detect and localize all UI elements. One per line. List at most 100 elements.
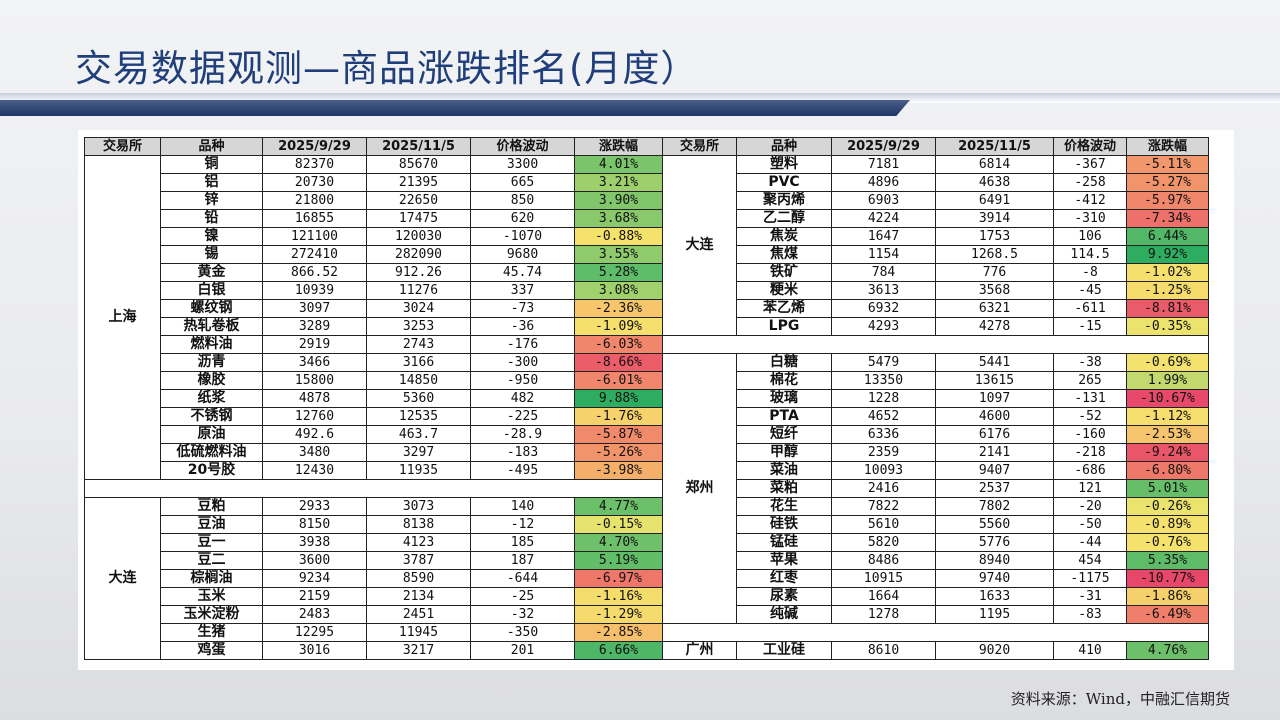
price-change-cell: -310 bbox=[1053, 209, 1127, 228]
price-date2-cell: 3914 bbox=[935, 209, 1054, 228]
price-date1-cell: 15800 bbox=[262, 371, 367, 390]
header-product: 品种 bbox=[736, 137, 832, 156]
price-change-cell: -258 bbox=[1053, 173, 1127, 192]
price-date1-cell: 10939 bbox=[262, 281, 367, 300]
table-row: 热轧卷板 3289 3253 -36 -1.09% bbox=[85, 317, 663, 336]
price-date2-cell: 776 bbox=[935, 263, 1054, 282]
product-cell: 生猪 bbox=[160, 623, 263, 642]
table-row: 硅铁 5610 5560 -50 -0.89% bbox=[663, 515, 1209, 534]
pct-change-cell: -5.97% bbox=[1126, 191, 1209, 210]
price-date2-cell: 22650 bbox=[366, 191, 471, 210]
pct-change-cell: 4.01% bbox=[574, 155, 663, 174]
pct-change-cell: -5.11% bbox=[1126, 155, 1209, 174]
price-change-cell: -73 bbox=[470, 299, 575, 318]
product-cell: 铜 bbox=[160, 155, 263, 174]
product-cell: 螺纹钢 bbox=[160, 299, 263, 318]
table-row: 不锈钢 12760 12535 -225 -1.76% bbox=[85, 407, 663, 426]
pct-change-cell: 4.77% bbox=[574, 497, 663, 516]
price-date2-cell: 5560 bbox=[935, 515, 1054, 534]
price-change-cell: 114.5 bbox=[1053, 245, 1127, 264]
price-date1-cell: 3600 bbox=[262, 551, 367, 570]
price-date1-cell: 866.52 bbox=[262, 263, 367, 282]
table-left: 交易所 品种 2025/9/29 2025/11/5 价格波动 涨跌幅 上海铜 8… bbox=[84, 137, 663, 660]
price-date2-cell: 11276 bbox=[366, 281, 471, 300]
product-cell: 工业硅 bbox=[736, 641, 832, 660]
price-date2-cell: 5360 bbox=[366, 389, 471, 408]
product-cell: 苹果 bbox=[736, 551, 832, 570]
pct-change-cell: -0.26% bbox=[1126, 497, 1209, 516]
product-cell: 红枣 bbox=[736, 569, 832, 588]
price-date1-cell: 4224 bbox=[831, 209, 936, 228]
price-change-cell: 140 bbox=[470, 497, 575, 516]
table-row: PTA 4652 4600 -52 -1.12% bbox=[663, 407, 1209, 426]
price-date2-cell: 463.7 bbox=[366, 425, 471, 444]
price-date2-cell: 2743 bbox=[366, 335, 471, 354]
table-row: 菜油 10093 9407 -686 -6.80% bbox=[663, 461, 1209, 480]
price-change-cell: -12 bbox=[470, 515, 575, 534]
table-row: 原油 492.6 463.7 -28.9 -5.87% bbox=[85, 425, 663, 444]
product-cell: 短纤 bbox=[736, 425, 832, 444]
table-row: 沥青 3466 3166 -300 -8.66% bbox=[85, 353, 663, 372]
price-date2-cell: 912.26 bbox=[366, 263, 471, 282]
table-row: 棕榈油 9234 8590 -644 -6.97% bbox=[85, 569, 663, 588]
table-row: 豆油 8150 8138 -12 -0.15% bbox=[85, 515, 663, 534]
price-date1-cell: 82370 bbox=[262, 155, 367, 174]
pct-change-cell: -1.25% bbox=[1126, 281, 1209, 300]
price-change-cell: 45.74 bbox=[470, 263, 575, 282]
product-cell: LPG bbox=[736, 317, 832, 336]
table-row: 广州 工业硅 8610 9020 410 4.76% bbox=[662, 641, 1209, 660]
product-cell: 粳米 bbox=[736, 281, 832, 300]
price-date1-cell: 2919 bbox=[262, 335, 367, 354]
header-date-2: 2025/11/5 bbox=[935, 137, 1054, 156]
header-band bbox=[0, 100, 910, 116]
price-change-cell: 121 bbox=[1053, 479, 1127, 498]
price-date2-cell: 5776 bbox=[935, 533, 1054, 552]
group-separator bbox=[662, 335, 1209, 354]
pct-change-cell: -1.16% bbox=[574, 587, 663, 606]
table-row: 郑州 白糖 5479 5441 -38 -0.69% bbox=[662, 353, 1209, 624]
price-change-cell: -1175 bbox=[1053, 569, 1127, 588]
product-cell: 豆二 bbox=[160, 551, 263, 570]
price-change-cell: 187 bbox=[470, 551, 575, 570]
table-row: 玉米 2159 2134 -25 -1.16% bbox=[85, 587, 663, 606]
price-change-cell: 454 bbox=[1053, 551, 1127, 570]
price-date1-cell: 12760 bbox=[262, 407, 367, 426]
source-note: 资料来源：Wind，中融汇信期货 bbox=[1010, 690, 1230, 708]
price-change-cell: -218 bbox=[1053, 443, 1127, 462]
header-date-1: 2025/9/29 bbox=[262, 137, 367, 156]
pct-change-cell: 3.55% bbox=[574, 245, 663, 264]
table-row: 豆一 3938 4123 185 4.70% bbox=[85, 533, 663, 552]
price-date2-cell: 13615 bbox=[935, 371, 1054, 390]
price-date2-cell: 6321 bbox=[935, 299, 1054, 318]
pct-change-cell: -1.02% bbox=[1126, 263, 1209, 282]
price-date2-cell: 3166 bbox=[366, 353, 471, 372]
table-row: 上海铜 82370 85670 3300 4.01% bbox=[84, 155, 663, 480]
price-date2-cell: 11945 bbox=[366, 623, 471, 642]
price-date2-cell: 9740 bbox=[935, 569, 1054, 588]
pct-change-cell: -1.12% bbox=[1126, 407, 1209, 426]
price-change-cell: -367 bbox=[1053, 155, 1127, 174]
pct-change-cell: 9.88% bbox=[574, 389, 663, 408]
price-date2-cell: 9020 bbox=[935, 641, 1054, 660]
pct-change-cell: -10.67% bbox=[1126, 389, 1209, 408]
price-change-cell: 620 bbox=[470, 209, 575, 228]
price-date1-cell: 2933 bbox=[262, 497, 367, 516]
pct-change-cell: -7.34% bbox=[1126, 209, 1209, 228]
exchange-cell: 广州 bbox=[662, 641, 737, 660]
table-row: 镍 121100 120030 -1070 -0.88% bbox=[85, 227, 663, 246]
header-row: 交易所 品种 2025/9/29 2025/11/5 价格波动 涨跌幅 bbox=[662, 137, 1209, 156]
pct-change-cell: -0.69% bbox=[1126, 353, 1209, 372]
table-row: 锡 272410 282090 9680 3.55% bbox=[85, 245, 663, 264]
table-row: 聚丙烯 6903 6491 -412 -5.97% bbox=[663, 191, 1209, 210]
price-change-cell: -31 bbox=[1053, 587, 1127, 606]
price-change-cell: 337 bbox=[470, 281, 575, 300]
price-change-cell: 201 bbox=[470, 641, 575, 660]
product-cell: 纯碱 bbox=[736, 605, 832, 624]
table-row: 苯乙烯 6932 6321 -611 -8.81% bbox=[663, 299, 1209, 318]
table-row: 燃料油 2919 2743 -176 -6.03% bbox=[85, 335, 663, 354]
product-cell: 燃料油 bbox=[160, 335, 263, 354]
price-date1-cell: 10093 bbox=[831, 461, 936, 480]
price-change-cell: -300 bbox=[470, 353, 575, 372]
pct-change-cell: -5.27% bbox=[1126, 173, 1209, 192]
price-date2-cell: 4278 bbox=[935, 317, 1054, 336]
